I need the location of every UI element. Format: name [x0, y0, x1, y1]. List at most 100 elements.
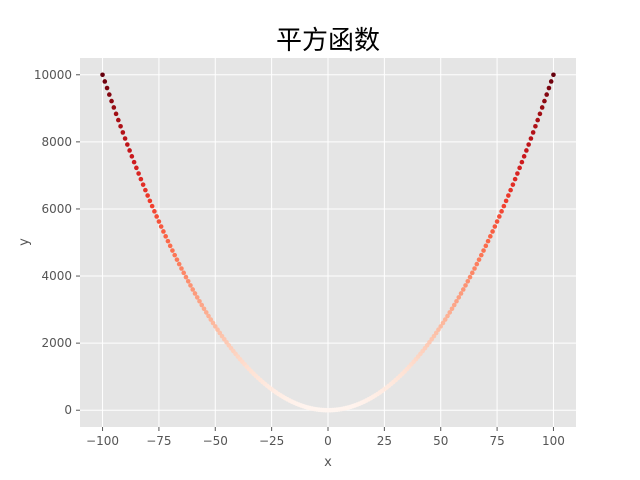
- data-point: [127, 148, 132, 153]
- data-point: [152, 209, 157, 214]
- data-point: [485, 238, 491, 244]
- data-point: [192, 291, 198, 296]
- data-point: [476, 257, 482, 262]
- data-point: [458, 291, 464, 296]
- data-point: [206, 313, 211, 319]
- data-point: [122, 136, 128, 141]
- data-point: [526, 142, 531, 147]
- y-axis-ticks: 0 2000 4000 6000 8000 10000: [34, 68, 80, 417]
- data-point: [436, 327, 441, 332]
- data-point: [533, 123, 538, 129]
- data-point: [447, 310, 453, 315]
- data-point: [433, 330, 439, 336]
- data-point: [474, 261, 480, 267]
- data-point: [530, 130, 536, 135]
- data-point: [497, 214, 502, 219]
- data-point: [138, 176, 144, 182]
- data-point: [118, 123, 123, 129]
- data-point: [521, 154, 527, 159]
- data-point: [158, 224, 164, 229]
- data-point: [212, 324, 218, 329]
- data-point: [185, 278, 191, 284]
- data-point: [537, 111, 543, 117]
- data-point: [145, 193, 150, 198]
- data-point: [535, 117, 540, 123]
- data-point: [181, 270, 187, 276]
- x-tick-label: −75: [146, 434, 171, 448]
- data-point: [465, 278, 471, 284]
- data-point: [147, 198, 153, 204]
- data-point: [210, 320, 216, 326]
- data-point: [517, 165, 522, 171]
- data-point: [176, 261, 182, 267]
- data-point: [472, 266, 477, 271]
- data-point: [131, 159, 137, 165]
- data-point: [451, 302, 457, 308]
- data-point: [217, 330, 223, 336]
- data-point: [113, 111, 119, 117]
- data-point: [463, 283, 468, 288]
- x-tick-label: 0: [324, 434, 332, 448]
- data-point: [539, 105, 545, 110]
- data-point: [528, 136, 534, 141]
- data-point: [134, 165, 139, 171]
- data-point: [503, 198, 509, 204]
- data-point: [456, 295, 462, 300]
- data-point: [490, 229, 495, 234]
- data-point: [510, 182, 516, 187]
- y-axis-label: y: [17, 238, 32, 246]
- data-point: [149, 203, 155, 209]
- data-point: [156, 219, 162, 224]
- data-point: [454, 298, 459, 304]
- x-tick-label: 100: [542, 434, 565, 448]
- data-point: [442, 317, 448, 322]
- data-point: [431, 333, 437, 339]
- data-point: [125, 142, 130, 147]
- y-tick-label: 8000: [41, 135, 72, 149]
- data-point: [445, 313, 450, 319]
- data-point: [481, 248, 486, 253]
- data-point: [165, 238, 171, 244]
- y-tick-label: 4000: [41, 269, 72, 283]
- data-point: [100, 72, 105, 78]
- y-tick-label: 10000: [34, 68, 72, 82]
- data-point: [107, 92, 112, 97]
- x-tick-label: 50: [433, 434, 448, 448]
- data-point: [208, 317, 214, 322]
- data-points: [100, 72, 556, 413]
- data-point: [194, 295, 200, 300]
- data-point: [129, 154, 135, 159]
- data-point: [116, 117, 121, 123]
- data-point: [201, 306, 207, 312]
- data-point: [544, 92, 549, 97]
- x-tick-label: −25: [259, 434, 284, 448]
- data-point: [102, 79, 108, 84]
- data-point: [494, 219, 500, 224]
- data-point: [483, 243, 489, 249]
- data-point: [174, 257, 180, 262]
- data-point: [508, 187, 513, 193]
- x-axis-label: x: [324, 455, 332, 470]
- x-tick-label: −50: [203, 434, 228, 448]
- data-point: [104, 85, 110, 91]
- data-point: [197, 298, 202, 304]
- data-point: [548, 79, 554, 84]
- data-point: [519, 159, 525, 165]
- data-point: [172, 252, 177, 258]
- x-axis-ticks: −100 −75 −50 −25 0 25 50 75 100: [86, 427, 565, 448]
- data-point: [199, 302, 205, 308]
- data-point: [449, 306, 455, 312]
- data-point: [479, 252, 484, 258]
- data-point: [499, 209, 504, 214]
- data-point: [183, 274, 189, 280]
- data-point: [501, 203, 507, 209]
- x-tick-label: 25: [377, 434, 392, 448]
- data-point: [488, 234, 493, 239]
- data-point: [179, 266, 184, 271]
- data-point: [215, 327, 220, 332]
- data-point: [109, 98, 114, 104]
- data-point: [440, 320, 446, 326]
- y-tick-label: 6000: [41, 202, 72, 216]
- x-tick-label: −100: [86, 434, 119, 448]
- data-point: [167, 243, 173, 249]
